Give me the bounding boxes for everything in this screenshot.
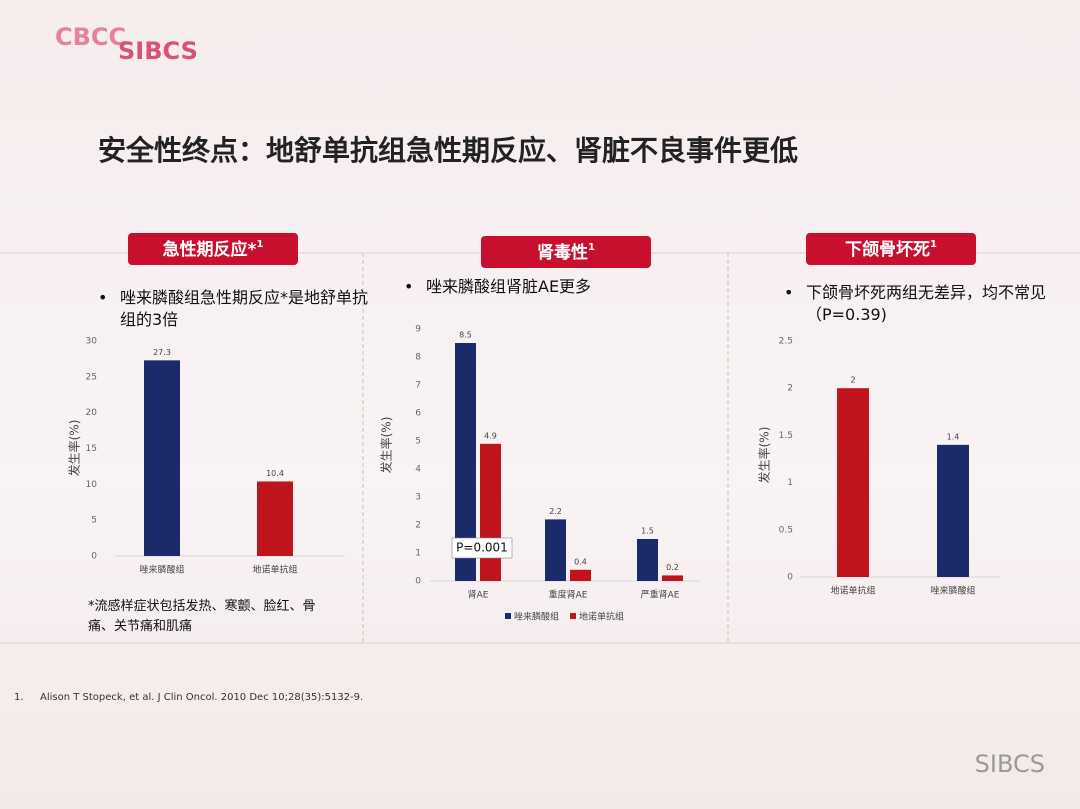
legend-label: 唑来膦酸组: [514, 611, 559, 623]
panel-heading: 肾毒性1: [537, 242, 595, 263]
annotation: P=0.001: [456, 541, 508, 555]
y-axis-label: 发生率(%): [379, 417, 394, 474]
x-tick-label: 严重肾AE: [641, 589, 680, 601]
y-tick-label: 0.5: [779, 525, 793, 535]
bar: [480, 443, 501, 581]
panel-heading: 急性期反应*1: [163, 239, 264, 260]
legend-swatch: [505, 613, 511, 619]
panel-heading: 下颌骨坏死1: [845, 239, 937, 260]
logo-right: SIBCS: [118, 37, 198, 65]
y-tick-label: 30: [86, 337, 98, 347]
y-tick-label: 5: [415, 437, 421, 447]
x-tick-label: 地诺单抗组: [252, 564, 297, 576]
x-tick-label: 地诺单抗组: [830, 585, 875, 597]
value-label: 27.3: [153, 348, 171, 357]
panel-heading-box: [481, 236, 651, 268]
annotation-box: [451, 537, 513, 559]
x-tick-label: 唑来膦酸组: [139, 564, 184, 576]
panel-heading-box: [128, 233, 298, 265]
panel-heading-note: 1: [588, 242, 595, 253]
reference-number: 1.: [14, 692, 24, 703]
value-label: 4.9: [484, 431, 497, 440]
bar: [662, 575, 683, 581]
y-tick-label: 15: [86, 444, 97, 454]
bar: [545, 519, 566, 581]
value-label: 1.5: [641, 527, 654, 536]
bar: [937, 444, 969, 577]
panel-heading-text: 急性期反应*: [163, 239, 257, 260]
bar: [637, 539, 658, 581]
value-label: 8.5: [459, 331, 472, 340]
watermark: SIBCS: [975, 750, 1045, 778]
y-tick-label: 2: [787, 384, 793, 394]
legend-swatch: [570, 613, 576, 619]
panel-heading-text: 下颌骨坏死: [845, 239, 930, 260]
y-tick-label: 2: [415, 521, 421, 531]
y-tick-label: 4: [415, 465, 421, 475]
y-tick-label: 6: [415, 409, 421, 419]
x-tick-label: 肾AE: [468, 590, 489, 601]
value-label: 0.4: [574, 557, 587, 566]
panel-heading-box: [806, 233, 976, 265]
logo-left: CBCC: [55, 23, 126, 51]
y-tick-label: 1: [415, 549, 421, 559]
y-axis-label: 发生率(%): [757, 427, 772, 484]
bullet: 唑来膦酸组急性期反应*是地舒单抗组的3倍: [92, 287, 370, 331]
value-label: 2.2: [549, 507, 562, 516]
y-axis-label: 发生率(%): [67, 420, 82, 477]
y-tick-label: 0: [415, 577, 421, 587]
bar: [257, 481, 293, 556]
y-tick-label: 0: [91, 552, 97, 562]
bullet: 唑来膦酸组肾脏AE更多: [398, 276, 726, 298]
slide-title: 安全性终点：地舒单抗组急性期反应、肾脏不良事件更低: [98, 134, 798, 167]
y-tick-label: 10: [86, 480, 98, 490]
bar: [455, 343, 476, 581]
panel-heading-note: 1: [930, 239, 937, 250]
bullet: 下颌骨坏死两组无差异，均不常见（P=0.39): [778, 282, 1046, 326]
value-label: 2: [850, 376, 855, 385]
panel-heading-text: 肾毒性: [537, 242, 588, 263]
x-tick-label: 唑来膦酸组: [930, 585, 975, 597]
bar: [837, 388, 869, 577]
y-tick-label: 8: [415, 353, 421, 363]
panel-heading-note: 1: [256, 239, 263, 250]
value-label: 10.4: [266, 469, 284, 478]
y-tick-label: 0: [787, 573, 793, 583]
y-tick-label: 1.5: [779, 431, 793, 441]
y-tick-label: 20: [86, 408, 98, 418]
legend-label: 地诺单抗组: [579, 611, 624, 623]
bar: [570, 569, 591, 581]
reference-text: Alison T Stopeck, et al. J Clin Oncol. 2…: [40, 692, 363, 703]
y-tick-label: 25: [86, 372, 97, 382]
x-tick-label: 重度肾AE: [549, 589, 588, 601]
value-label: 0.2: [666, 563, 679, 572]
y-tick-label: 2.5: [779, 337, 793, 347]
y-tick-label: 5: [91, 516, 97, 526]
chart-note: *流感样症状包括发热、寒颤、脸红、骨痛、关节痛和肌痛: [88, 599, 316, 634]
y-tick-label: 9: [415, 325, 421, 335]
y-tick-label: 3: [415, 493, 421, 503]
y-tick-label: 7: [415, 381, 421, 391]
value-label: 1.4: [947, 432, 960, 441]
bar: [144, 360, 180, 556]
y-tick-label: 1: [787, 478, 793, 488]
